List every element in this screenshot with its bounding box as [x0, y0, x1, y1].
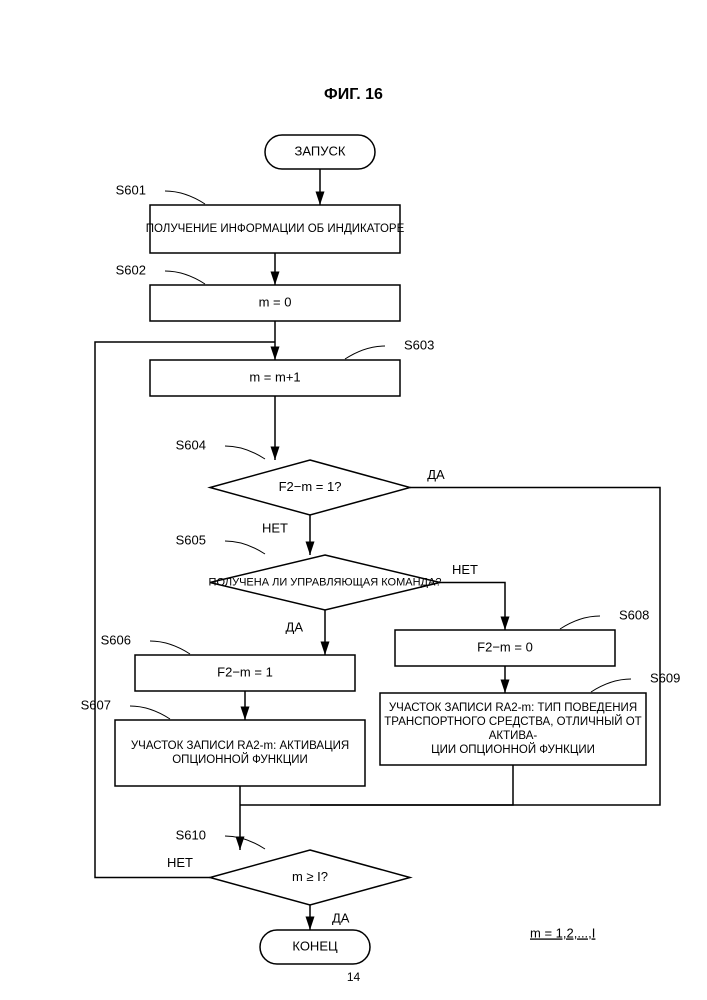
svg-text:F2−m = 1?: F2−m = 1?	[279, 479, 342, 494]
svg-text:УЧАСТОК ЗАПИСИ RA2-m: ТИП ПОВЕ: УЧАСТОК ЗАПИСИ RA2-m: ТИП ПОВЕДЕНИЯТРАНС…	[384, 702, 641, 756]
svg-text:ДА: ДА	[332, 910, 350, 925]
svg-text:НЕТ: НЕТ	[452, 562, 478, 577]
svg-text:ФИГ. 16: ФИГ. 16	[324, 86, 383, 103]
svg-text:НЕТ: НЕТ	[262, 520, 288, 535]
svg-text:F2−m = 1: F2−m = 1	[217, 664, 273, 679]
svg-text:ЗАПУСК: ЗАПУСК	[295, 143, 346, 158]
flowchart-canvas: ФИГ. 16 ЗАПУСК ПОЛУЧЕНИЕ ИНФОРМАЦИИ ОБ ИНД…	[0, 0, 707, 1000]
svg-text:КОНЕЦ: КОНЕЦ	[292, 938, 338, 953]
svg-text:S603: S603	[404, 337, 434, 352]
svg-text:S606: S606	[101, 632, 131, 647]
svg-text:ДА: ДА	[286, 619, 304, 634]
svg-text:НЕТ: НЕТ	[167, 855, 193, 870]
svg-text:ПОЛУЧЕНИЕ ИНФОРМАЦИИ ОБ ИНДИКА: ПОЛУЧЕНИЕ ИНФОРМАЦИИ ОБ ИНДИКАТОРЕ	[146, 223, 405, 235]
svg-text:14: 14	[347, 970, 361, 984]
svg-text:S607: S607	[81, 697, 111, 712]
svg-text:m = 0: m = 0	[259, 294, 292, 309]
svg-text:S602: S602	[116, 262, 146, 277]
svg-text:S609: S609	[650, 670, 680, 685]
svg-text:S608: S608	[619, 607, 649, 622]
svg-text:S605: S605	[176, 532, 206, 547]
svg-text:m = m+1: m = m+1	[249, 369, 300, 384]
svg-text:ПОЛУЧЕНА ЛИ УПРАВЛЯЮЩАЯ КОМАНД: ПОЛУЧЕНА ЛИ УПРАВЛЯЮЩАЯ КОМАНДА?	[209, 576, 442, 588]
svg-text:S604: S604	[176, 437, 206, 452]
svg-text:ДА: ДА	[427, 467, 445, 482]
svg-text:m = 1,2,...,I: m = 1,2,...,I	[530, 925, 595, 940]
svg-text:S610: S610	[176, 827, 206, 842]
svg-text:УЧАСТОК ЗАПИСИ RA2-m: АКТИВАЦИ: УЧАСТОК ЗАПИСИ RA2-m: АКТИВАЦИЯОПЦИОННОЙ…	[131, 740, 349, 766]
svg-text:S601: S601	[116, 182, 146, 197]
svg-text:F2−m = 0: F2−m = 0	[477, 639, 533, 654]
svg-text:m ≥ I?: m ≥ I?	[292, 869, 328, 884]
